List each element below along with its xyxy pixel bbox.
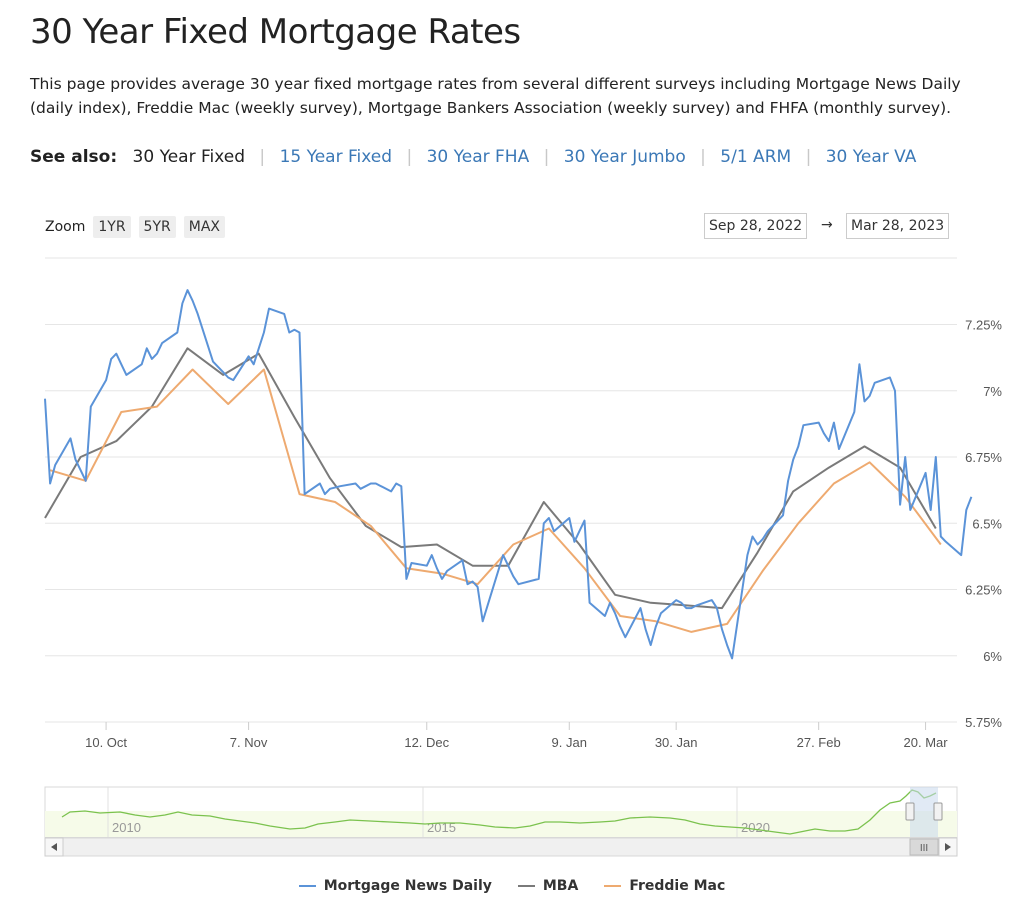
- x-tick-label: 10. Oct: [85, 735, 127, 750]
- legend-item-mba[interactable]: MBA: [517, 878, 579, 894]
- see-also-separator: |: [700, 147, 706, 167]
- navigator-right-handle[interactable]: [933, 802, 943, 821]
- navigator-area: [45, 811, 957, 837]
- see-also-separator: |: [543, 147, 550, 167]
- chart-legend: Mortgage News Daily MBA Freddie Mac: [0, 878, 1024, 894]
- y-tick-label: 6.25%: [965, 583, 1002, 598]
- series-line-mortgage-news-daily: [44, 289, 973, 660]
- y-tick-label: 6.5%: [972, 516, 1002, 531]
- y-tick-label: 7.25%: [965, 318, 1002, 333]
- navigator-series-line: [61, 789, 937, 835]
- legend-label: Mortgage News Daily: [323, 878, 492, 894]
- x-tick-label: 27. Feb: [797, 735, 841, 750]
- series-line-mba: [44, 347, 937, 610]
- y-tick-label: 6.75%: [965, 450, 1002, 465]
- page-intro: This page provides average 30 year fixed…: [30, 75, 961, 117]
- x-axis: 10. Oct 7. Nov 12. Dec 9. Jan 30. Jan 27. Feb…: [85, 722, 948, 750]
- scroll-right-arrow-icon: [945, 843, 951, 851]
- zoom-5yr-button[interactable]: 5YR: [138, 216, 176, 238]
- see-also-separator: |: [259, 147, 266, 167]
- y-tick-label: 5.75%: [965, 715, 1002, 730]
- see-also-separator: |: [406, 147, 413, 167]
- see-also-separator: |: [805, 147, 812, 167]
- scrollbar-thumb-grip: III: [920, 843, 928, 854]
- navigator-scrollbar[interactable]: [44, 837, 958, 857]
- legend-swatch: [604, 885, 622, 887]
- y-tick-label: 6%: [983, 649, 1002, 664]
- zoom-max-button[interactable]: MAX: [183, 216, 225, 238]
- see-also-link-5-1-arm[interactable]: 5/1 ARM: [720, 147, 792, 167]
- legend-swatch: [517, 885, 535, 887]
- legend-label: MBA: [542, 878, 579, 894]
- see-also-nav: See also: 30 Year Fixed | 15 Year Fixed …: [30, 147, 916, 167]
- scroll-left-arrow-icon: [51, 843, 57, 851]
- x-tick-label: 7. Nov: [230, 735, 268, 750]
- page-title: 30 Year Fixed Mortgage Rates: [30, 12, 521, 52]
- see-also-link-30-year-va[interactable]: 30 Year VA: [825, 147, 917, 167]
- zoom-controls: Zoom 1YR 5YR MAX: [45, 216, 233, 238]
- legend-item-mortgage-news-daily[interactable]: Mortgage News Daily: [298, 878, 492, 894]
- rates-chart: 5.75% 6% 6.25% 6.5% 6.75% 7% 7.25% 10. Oct 7. N…: [44, 257, 1002, 857]
- series-line-freddie-mac: [49, 368, 942, 633]
- x-tick-label: 30. Jan: [655, 735, 698, 750]
- legend-swatch: [298, 885, 316, 887]
- navigator-year-label: 2015: [427, 820, 456, 835]
- range-arrow: →: [821, 217, 833, 233]
- range-to-input[interactable]: Mar 28, 2023: [846, 213, 950, 239]
- navigator-left-handle[interactable]: [905, 802, 915, 821]
- legend-label: Freddie Mac: [629, 878, 726, 894]
- range-from-input[interactable]: Sep 28, 2022: [704, 213, 808, 239]
- chart-series: [44, 289, 973, 660]
- x-tick-label: 12. Dec: [404, 735, 449, 750]
- navigator-selection[interactable]: [910, 787, 938, 837]
- see-also-link-15-year-fixed[interactable]: 15 Year Fixed: [279, 147, 393, 167]
- y-tick-label: 7%: [983, 384, 1002, 399]
- scrollbar-thumb[interactable]: [909, 838, 939, 856]
- zoom-1yr-button[interactable]: 1YR: [93, 216, 131, 238]
- see-also-link-30-year-jumbo[interactable]: 30 Year Jumbo: [563, 147, 686, 167]
- navigator-year-label: 2010: [112, 820, 141, 835]
- see-also-label: See also:: [30, 147, 118, 167]
- navigator: 2010 2015 2020 III: [44, 786, 958, 857]
- navigator-year-label: 2020: [741, 820, 770, 835]
- legend-item-freddie-mac[interactable]: Freddie Mac: [604, 878, 725, 894]
- see-also-link-30-year-fha[interactable]: 30 Year FHA: [426, 147, 530, 167]
- chart-grid: [45, 257, 957, 723]
- see-also-current: 30 Year Fixed: [132, 147, 246, 167]
- y-axis: 5.75% 6% 6.25% 6.5% 6.75% 7% 7.25%: [965, 318, 1002, 731]
- x-tick-label: 20. Mar: [904, 735, 949, 750]
- zoom-label: Zoom: [45, 219, 86, 235]
- x-tick-label: 9. Jan: [552, 735, 587, 750]
